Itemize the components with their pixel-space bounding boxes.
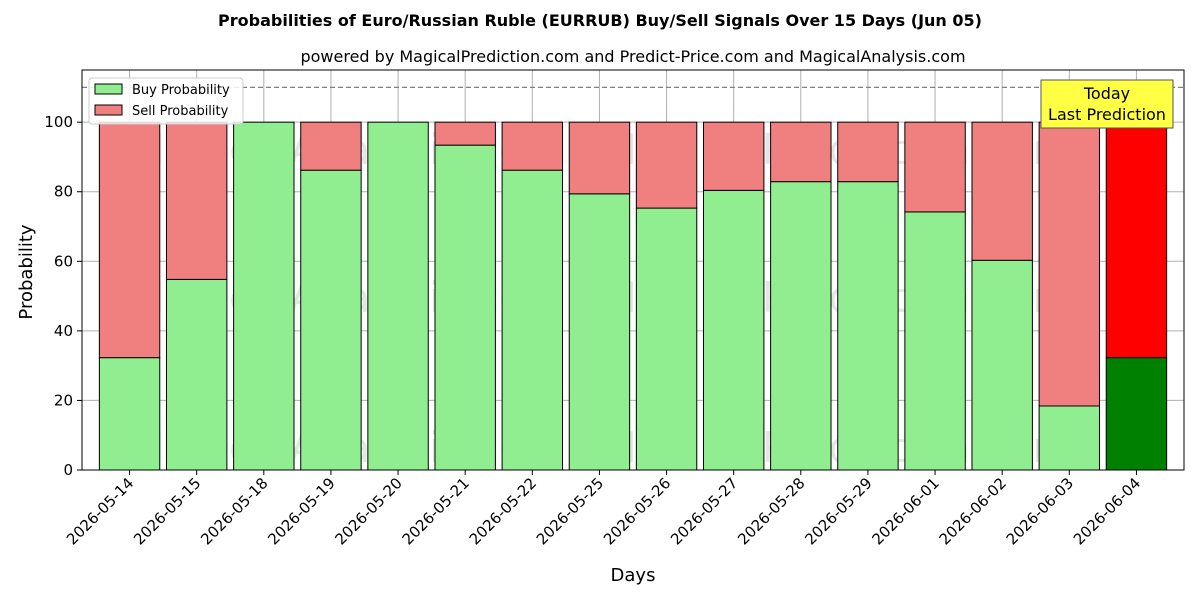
x-tick-label: 2026-05-29 xyxy=(801,474,875,548)
bar-sell xyxy=(702,121,765,191)
bar-sell xyxy=(568,121,631,195)
x-tick-label: 2026-05-14 xyxy=(63,474,137,548)
bar-buy xyxy=(300,169,362,471)
legend-box xyxy=(88,77,244,125)
bar-sell xyxy=(837,121,899,183)
bar-buy xyxy=(1038,405,1101,471)
x-tick-label: 2026-05-22 xyxy=(466,474,540,548)
chart-subtitle: powered by MagicalPrediction.com and Pre… xyxy=(300,47,965,66)
bar-buy xyxy=(635,207,698,471)
x-tick-label: 2026-06-02 xyxy=(936,474,1010,548)
chart-title: Probabilities of Euro/Russian Ruble (EUR… xyxy=(218,11,982,30)
bars xyxy=(98,121,1168,471)
bar-buy xyxy=(367,121,429,471)
y-tick-label: 40 xyxy=(54,322,73,340)
legend-label: Sell Probability xyxy=(132,104,229,119)
bar-buy xyxy=(434,144,496,471)
bar-buy xyxy=(837,181,899,471)
bar-buy xyxy=(770,181,832,471)
y-axis-label: Probability xyxy=(16,224,37,319)
plot-frame xyxy=(81,69,1185,471)
x-tick-label: 2026-05-27 xyxy=(667,474,741,548)
bar-buy xyxy=(702,189,765,471)
x-tick-label: 2026-06-03 xyxy=(1003,474,1077,548)
bar-buy xyxy=(233,121,295,471)
legend-swatch xyxy=(94,104,123,116)
x-tick-label: 2026-05-18 xyxy=(197,474,271,548)
bar-buy xyxy=(1105,357,1168,471)
x-tick-label: 2026-05-21 xyxy=(399,474,473,548)
legend-swatch xyxy=(94,83,123,95)
bar-sell xyxy=(300,121,362,171)
x-tick-label: 2026-06-01 xyxy=(869,474,943,548)
annotation-text: Last Prediction xyxy=(1048,105,1166,124)
y-tick-label: 100 xyxy=(44,113,73,131)
y-axis: 0 20 40 60 80 100 xyxy=(44,113,82,479)
bar-sell xyxy=(434,121,496,146)
x-axis-label: Days xyxy=(611,565,656,586)
legend: Buy Probability Sell Probability xyxy=(88,77,244,125)
legend-label: Buy Probability xyxy=(132,83,230,98)
today-annotation: Today Last Prediction xyxy=(1040,79,1174,129)
bar-sell xyxy=(165,121,228,280)
y-tick-label: 0 xyxy=(63,461,73,479)
bar-sell xyxy=(971,121,1033,261)
y-tick-label: 20 xyxy=(54,391,73,409)
x-tick-label: 2026-05-19 xyxy=(264,474,338,548)
y-tick-label: 60 xyxy=(54,252,73,270)
annotation-text: Today xyxy=(1083,84,1130,103)
bar-buy xyxy=(165,278,228,471)
bar-sell xyxy=(98,121,161,359)
x-axis: 2026-05-142026-05-152026-05-182026-05-19… xyxy=(63,470,1144,548)
x-tick-label: 2026-06-04 xyxy=(1070,474,1144,548)
x-tick-label: 2026-05-20 xyxy=(332,474,406,548)
bar-buy xyxy=(98,357,161,471)
x-tick-label: 2026-05-25 xyxy=(533,474,607,548)
bar-buy xyxy=(568,193,631,471)
x-tick-label: 2026-05-28 xyxy=(734,474,808,548)
y-tick-label: 80 xyxy=(54,183,73,201)
bar-sell xyxy=(635,121,698,209)
bar-sell xyxy=(904,121,966,213)
x-tick-label: 2026-05-15 xyxy=(130,474,204,548)
annotation-box xyxy=(1040,79,1174,129)
bar-buy xyxy=(971,259,1033,471)
bar-sell xyxy=(501,121,564,171)
x-tick-label: 2026-05-26 xyxy=(600,474,674,548)
bar-buy xyxy=(501,169,564,471)
bar-sell xyxy=(1105,121,1168,359)
bar-sell xyxy=(770,121,832,183)
bar-buy xyxy=(904,211,966,471)
bar-sell xyxy=(1038,121,1101,407)
